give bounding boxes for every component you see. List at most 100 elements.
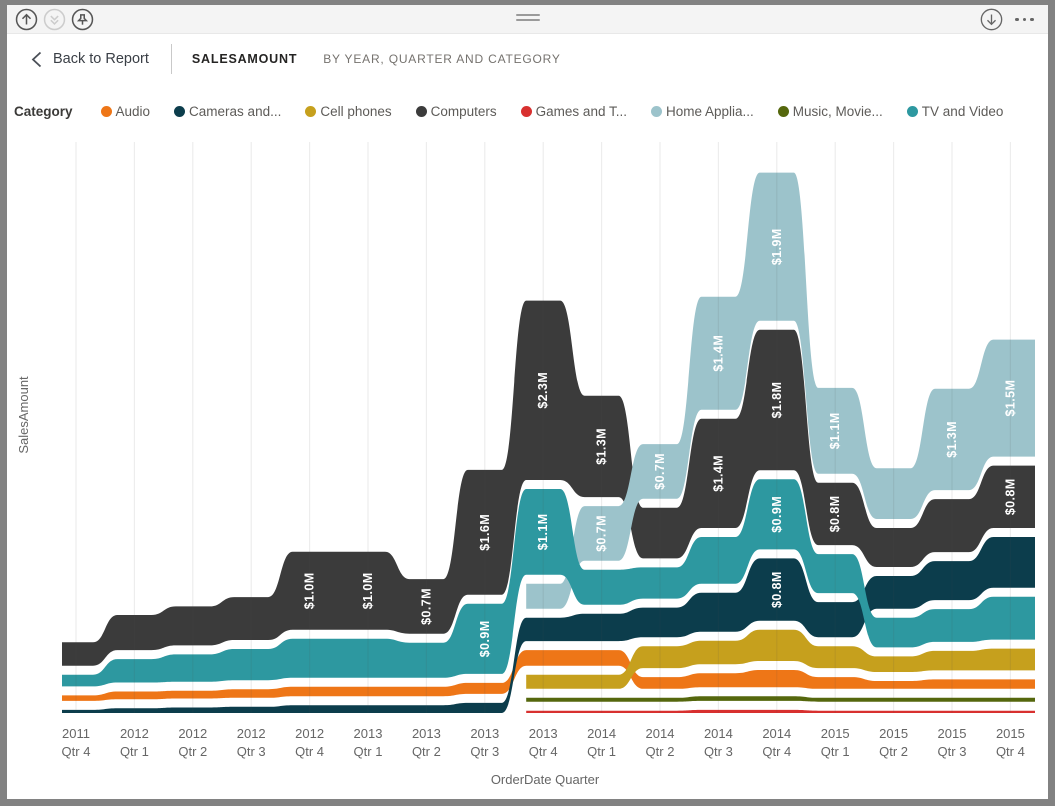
back-to-report-button[interactable]: Back to Report — [30, 51, 149, 68]
x-tick-label: Qtr 4 — [529, 744, 558, 759]
legend-item-home-applia[interactable]: Home Applia... — [650, 104, 754, 119]
x-tick-label: 2012 — [237, 726, 266, 741]
legend-color-dot — [906, 105, 918, 117]
double-arrow-down-circle-button[interactable] — [43, 8, 66, 31]
legend-item-label: Audio — [115, 103, 151, 119]
data-label: $1.8M — [770, 382, 784, 419]
legend-color-dot — [174, 105, 186, 117]
ribbon-cameras-and[interactable] — [62, 537, 1035, 713]
ribbon-music-movie[interactable] — [526, 696, 1035, 702]
legend-item-tv-and-video[interactable]: TV and Video — [906, 103, 1004, 119]
legend-item-label: Cameras and... — [189, 103, 282, 119]
data-label: $1.3M — [945, 421, 959, 458]
legend-color-dot — [415, 105, 427, 117]
data-label: $0.9M — [770, 496, 784, 533]
ribbon-tv-and-video[interactable] — [62, 479, 1035, 687]
legend-item-games-and-t[interactable]: Games and T... — [520, 103, 627, 119]
legend-item-label: TV and Video — [921, 103, 1004, 119]
data-label: $0.8M — [1003, 478, 1017, 515]
data-label: $1.6M — [478, 514, 492, 551]
legend-color-dot — [100, 105, 112, 117]
legend-title: Category — [14, 103, 73, 119]
x-tick-label: 2013 — [529, 726, 558, 741]
legend-color-dot — [777, 105, 789, 117]
chart-area: $0.8M $1.0M $1.0M $0.7M $1.6M $2.3M $1.3M $1.4M… — [7, 130, 1048, 799]
legend-item-label: Cell phones — [320, 103, 392, 119]
arrow-down-circle-button[interactable] — [980, 8, 1003, 31]
ribbon-home-applia[interactable] — [526, 172, 1035, 609]
ribbon-audio[interactable] — [62, 650, 1035, 701]
data-label: $1.9M — [770, 228, 784, 265]
legend-item-label: Music, Movie... — [792, 103, 883, 119]
more-options-button[interactable] — [1013, 8, 1036, 31]
drag-handle[interactable] — [515, 14, 540, 21]
data-label: $1.0M — [361, 572, 375, 609]
x-tick-label: Qtr 2 — [178, 744, 207, 759]
data-label: $1.0M — [303, 572, 317, 609]
x-tick-label: 2015 — [879, 726, 908, 741]
x-tick-label: 2015 — [821, 726, 850, 741]
data-label: $1.4M — [711, 455, 725, 492]
x-tick-label: 2012 — [295, 726, 324, 741]
ribbon-chart: $0.8M $1.0M $1.0M $0.7M $1.6M $2.3M $1.3M $1.4M… — [16, 142, 1035, 787]
data-label: $0.7M — [595, 515, 609, 552]
x-tick-label: Qtr 2 — [879, 744, 908, 759]
legend-items: Audio Cameras and... Cell phones Computers G… — [100, 103, 1004, 119]
double-arrow-down-icon — [43, 8, 66, 31]
arrow-up-circle-button[interactable] — [15, 8, 38, 31]
y-axis-title: SalesAmount — [16, 376, 31, 454]
x-tick-label: 2012 — [120, 726, 149, 741]
focus-mode-window: Back to Report SALESAMOUNT BY YEAR, QUAR… — [7, 5, 1048, 799]
visual-title: SALESAMOUNT — [191, 52, 298, 66]
x-tick-label: Qtr 1 — [821, 744, 850, 759]
data-label: $2.3M — [536, 372, 550, 409]
x-tick-label: 2013 — [412, 726, 441, 741]
legend-item-cameras-and[interactable]: Cameras and... — [174, 104, 281, 119]
legend-color-dot — [650, 105, 662, 117]
legend-item-music-movie[interactable]: Music, Movie... — [777, 103, 883, 119]
legend-color-dot — [520, 105, 532, 117]
legend-item-computers[interactable]: Computers — [415, 103, 497, 119]
data-label: $0.8M — [770, 571, 784, 608]
x-tick-label: Qtr 1 — [120, 744, 149, 759]
legend: Category Audio Cameras and... Cell phones C… — [14, 98, 1034, 124]
x-tick-label: Qtr 1 — [354, 744, 383, 759]
ribbon-games-and-t[interactable] — [526, 709, 1035, 713]
ribbon-cell-phones[interactable] — [526, 629, 1035, 689]
legend-item-label: Computers — [430, 103, 497, 119]
data-label: $1.1M — [828, 412, 842, 449]
x-tick-label: Qtr 1 — [587, 744, 616, 759]
data-label: $0.7M — [419, 588, 433, 625]
focus-mode-toolbar — [7, 5, 1048, 34]
x-tick-label: Qtr 4 — [996, 744, 1025, 759]
x-tick-label: Qtr 3 — [237, 744, 266, 759]
back-to-report-label: Back to Report — [53, 51, 149, 67]
data-label: $1.5M — [1003, 380, 1017, 417]
arrow-down-icon — [980, 8, 1003, 31]
chevron-left-icon — [31, 51, 42, 67]
x-tick-label: 2014 — [646, 726, 675, 741]
x-tick-label: 2011 — [62, 726, 90, 741]
x-tick-label: Qtr 3 — [938, 744, 967, 759]
data-label: $1.3M — [595, 428, 609, 465]
x-tick-label: 2013 — [354, 726, 383, 741]
more-options-icon — [1015, 17, 1034, 22]
x-tick-label: Qtr 2 — [412, 744, 441, 759]
data-label: $0.8M — [828, 496, 842, 533]
ribbon-computers[interactable] — [62, 300, 1035, 666]
x-axis-title: OrderDate Quarter — [491, 772, 600, 787]
legend-item-audio[interactable]: Audio — [100, 103, 151, 119]
x-tick-label: 2014 — [704, 726, 733, 741]
arrow-up-icon — [15, 8, 38, 31]
pin-circle-button[interactable] — [71, 8, 94, 31]
visual-subtitle: BY YEAR, QUARTER AND CATEGORY — [323, 52, 561, 66]
x-tick-label: 2015 — [938, 726, 967, 741]
x-tick-label: 2015 — [996, 726, 1025, 741]
legend-item-cell-phones[interactable]: Cell phones — [305, 103, 392, 119]
divider — [170, 44, 172, 74]
legend-item-label: Games and T... — [535, 103, 627, 119]
x-tick-label: 2013 — [470, 726, 499, 741]
x-tick-label: Qtr 2 — [646, 744, 675, 759]
data-label: $1.4M — [711, 335, 725, 372]
data-label: $0.7M — [653, 453, 667, 490]
